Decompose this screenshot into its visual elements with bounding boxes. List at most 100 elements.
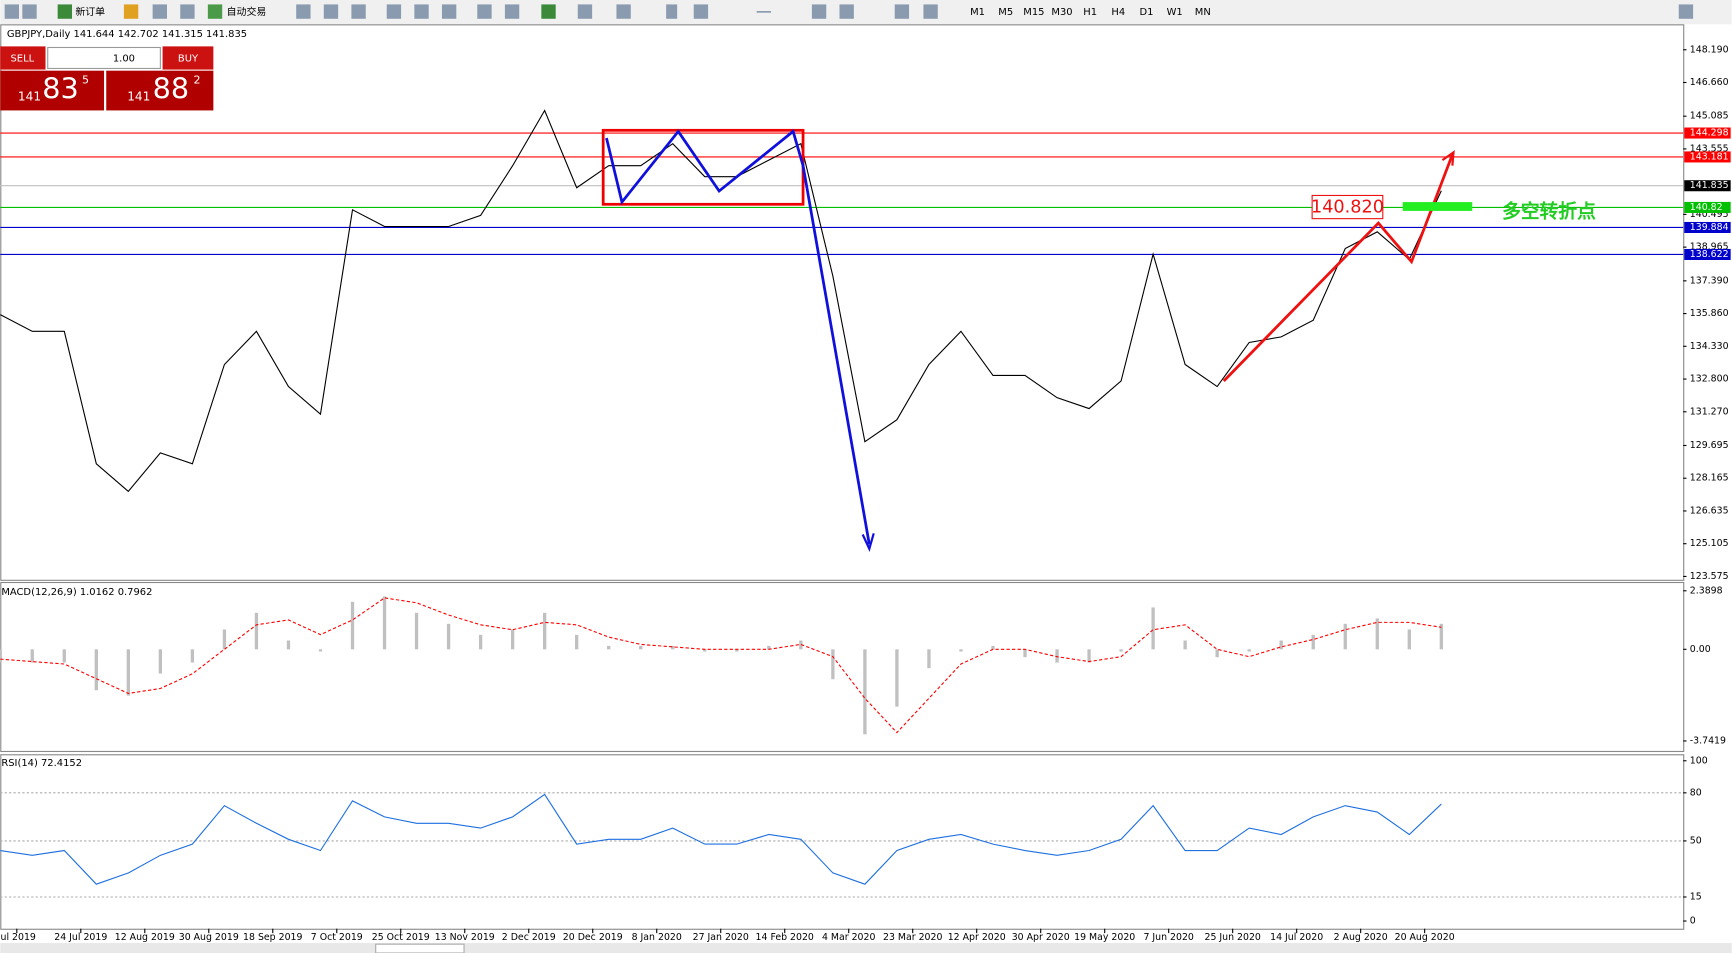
arrow-head (1441, 150, 1455, 166)
price-label-box (1311, 194, 1384, 220)
icon[interactable] (323, 4, 339, 19)
y-tick-label: 137.390 (1690, 275, 1729, 286)
macd-bar (1375, 618, 1379, 650)
timeframe-button[interactable]: D1 (1140, 7, 1154, 18)
icon[interactable] (296, 4, 311, 19)
x-tick-label: 7 Oct 2019 (311, 932, 363, 943)
icon[interactable] (207, 4, 223, 19)
timeframe-button[interactable]: H1 (1083, 7, 1097, 18)
icon[interactable] (22, 4, 37, 19)
icon[interactable] (123, 4, 139, 19)
icon[interactable] (693, 4, 709, 19)
y-tick-label: 132.800 (1690, 374, 1729, 385)
icon[interactable] (386, 4, 402, 19)
macd-bar (607, 645, 611, 650)
x-tick-label: 7 Jun 2020 (1143, 932, 1193, 943)
macd-bar (286, 640, 291, 650)
icon[interactable] (351, 4, 366, 19)
y-tick-label: 140.495 (1690, 209, 1729, 220)
sell-price-big: 141 (18, 90, 41, 104)
sell-price-box[interactable] (0, 70, 105, 111)
x-tick-label: 27 Jan 2020 (693, 932, 749, 943)
macd-bar (767, 645, 771, 650)
chart-tab[interactable] (375, 943, 465, 953)
x-tick-label: 19 May 2020 (1074, 932, 1135, 943)
buy-price-box[interactable] (106, 70, 214, 111)
icon[interactable] (577, 4, 593, 19)
macd-bar (1215, 649, 1219, 658)
macd-bar (1151, 607, 1155, 650)
y-tick-label: 128.165 (1690, 473, 1729, 484)
x-tick-label: 20 Aug 2020 (1395, 932, 1455, 943)
x-tick-label: 13 Nov 2019 (435, 932, 495, 943)
price-header: GBPJPY,Daily 141.644 142.702 141.315 141… (7, 29, 247, 40)
x-tick-label: 20 Dec 2019 (563, 932, 623, 943)
timeframe-button[interactable]: M30 (1051, 7, 1072, 18)
lot-value[interactable]: 1.00 (113, 54, 135, 65)
macd-bar (1119, 649, 1123, 652)
y-tick-label: 0.00 (1690, 644, 1711, 655)
timeframe-button[interactable]: M15 (1023, 7, 1044, 18)
y-tick-label: 125.105 (1690, 538, 1729, 549)
tab-strip (0, 943, 1732, 953)
pivot-marker[interactable] (1402, 202, 1473, 211)
x-tick-label: 23 Mar 2020 (883, 932, 942, 943)
icon[interactable] (756, 11, 772, 13)
x-tick-label: 25 Jun 2020 (1204, 932, 1260, 943)
icon[interactable] (839, 4, 854, 19)
icon[interactable] (441, 4, 457, 19)
macd-bar (1407, 629, 1411, 650)
icon[interactable] (923, 4, 938, 19)
macd-bar (575, 634, 579, 650)
icon[interactable] (4, 4, 20, 19)
timeframe-button[interactable]: M5 (998, 7, 1013, 18)
icon[interactable] (616, 4, 631, 19)
annotation: 多空转折点 (1502, 200, 1596, 223)
x-tick-label: 30 Apr 2020 (1012, 932, 1070, 943)
icon[interactable] (180, 4, 195, 19)
x-tick-label: 18 Sep 2019 (243, 932, 302, 943)
icon[interactable] (414, 4, 429, 19)
icon[interactable] (666, 4, 678, 19)
icon[interactable] (477, 4, 492, 19)
sell-button[interactable] (0, 46, 46, 70)
macd-bar (1023, 649, 1027, 658)
icon[interactable] (1678, 4, 1694, 19)
buy-button[interactable] (162, 46, 214, 70)
icon[interactable] (894, 4, 910, 19)
price-tag-label: 141.835 (1690, 180, 1729, 191)
y-tick-label: 143.555 (1690, 143, 1729, 154)
buy-price-pips: 88 (153, 72, 190, 106)
macd-bar (1343, 623, 1347, 650)
y-tick-label: 123.575 (1690, 571, 1729, 582)
buy-price-big: 141 (127, 90, 150, 104)
rsi-header: RSI(14) 72.4152 (1, 758, 82, 769)
timeframe-button[interactable]: H4 (1111, 7, 1125, 18)
timeframe-button[interactable]: MN (1195, 7, 1211, 18)
macd-bar (126, 649, 130, 696)
price-tag (1684, 180, 1731, 192)
macd-bar (927, 649, 931, 669)
series-line (0, 597, 1442, 734)
y-tick-label: -3.7419 (1690, 735, 1726, 746)
new-order-button[interactable]: 新订单 (75, 5, 105, 18)
price-tag (1684, 248, 1731, 261)
macd-bar (382, 596, 387, 650)
auto-trading-button[interactable]: 自动交易 (227, 5, 267, 18)
y-tick-label: 100 (1690, 755, 1708, 766)
y-tick-label: 2.3898 (1690, 585, 1723, 596)
lot-input[interactable] (47, 46, 161, 70)
macd-header: MACD(12,26,9) 1.0162 0.7962 (1, 587, 152, 598)
icon[interactable] (152, 4, 167, 19)
timeframe-button[interactable]: W1 (1167, 7, 1183, 18)
icon[interactable] (57, 4, 73, 19)
icon[interactable] (541, 4, 556, 19)
series-line (0, 109, 1442, 493)
trend-path[interactable] (605, 129, 871, 545)
timeframe-button[interactable]: M1 (970, 7, 985, 18)
x-tick-label: 30 Aug 2019 (179, 932, 239, 943)
x-tick-label: 25 Oct 2019 (372, 932, 430, 943)
icon[interactable] (811, 4, 827, 19)
x-tick-label: 14 Feb 2020 (756, 932, 814, 943)
icon[interactable] (504, 4, 520, 19)
